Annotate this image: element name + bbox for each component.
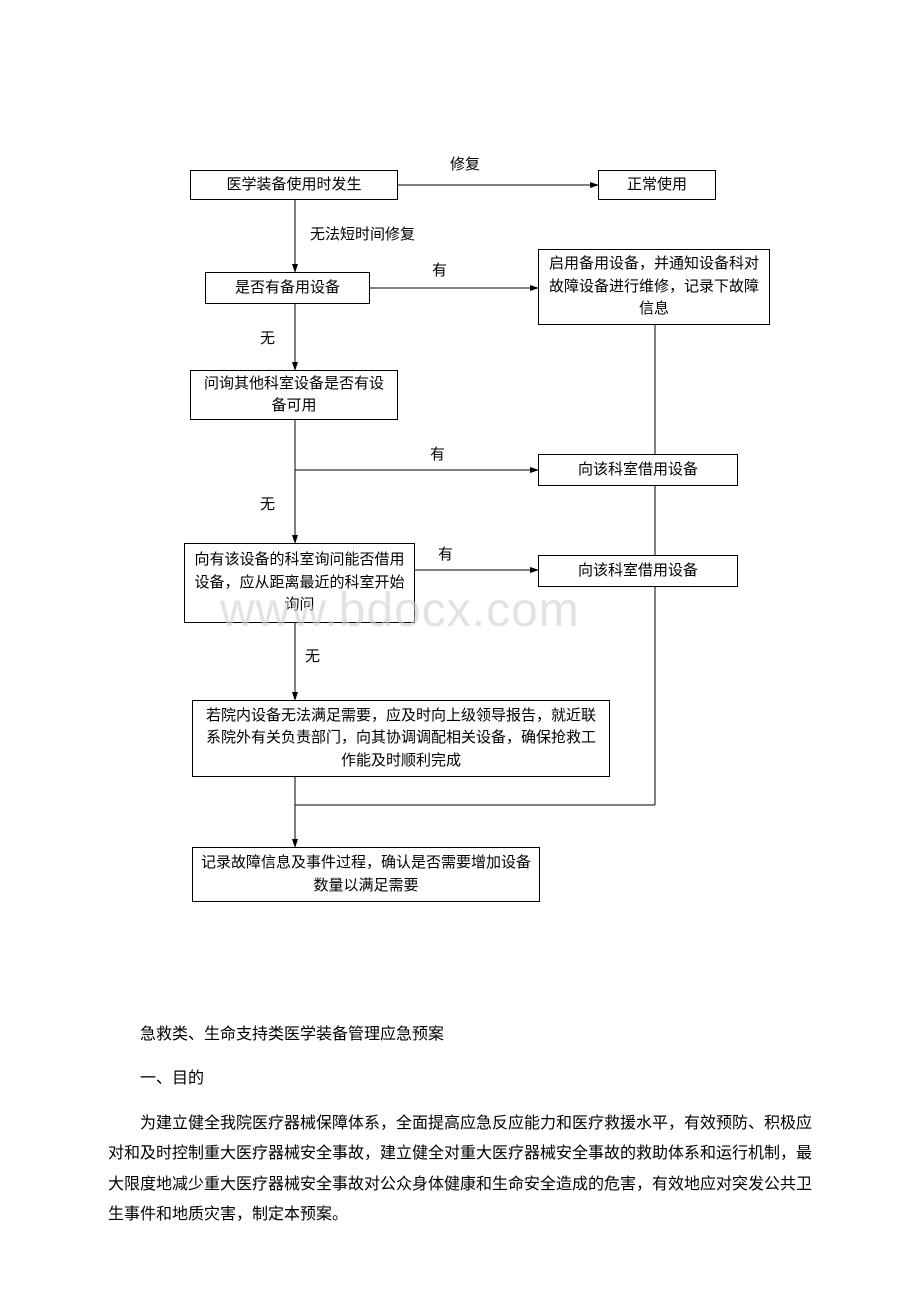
node-label: 记录故障信息及事件过程，确认是否需要增加设备数量以满足需要 (201, 852, 531, 897)
node-ask-other-dept: 问询其他科室设备是否有设备可用 (190, 370, 398, 420)
edge-label-has-2: 有 (430, 443, 445, 464)
body-paragraph: 为建立健全我院医疗器械保障体系，全面提高应急反应能力和医疗救援水平，有效预防、积… (108, 1109, 813, 1231)
body-heading-1: 急救类、生命支持类医学装备管理应急预案 (108, 1020, 813, 1050)
edge-label-has-3: 有 (438, 543, 453, 564)
node-external-help: 若院内设备无法满足需要，应及时向上级领导报告，就近联系院外有关负责部门，向其协调… (192, 700, 610, 777)
node-label: 向该科室借用设备 (578, 459, 698, 482)
edge-label-cannot-repair: 无法短时间修复 (310, 223, 415, 244)
edge-label-no-2: 无 (260, 493, 275, 514)
node-record-info: 记录故障信息及事件过程，确认是否需要增加设备数量以满足需要 (192, 847, 540, 902)
node-equipment-failure: 医学装备使用时发生 (190, 170, 398, 200)
node-normal-use: 正常使用 (598, 170, 716, 200)
node-label: 医学装备使用时发生 (226, 174, 361, 197)
node-label: 若院内设备无法满足需要，应及时向上级领导报告，就近联系院外有关负责部门，向其协调… (201, 705, 601, 773)
node-borrow-dept-1: 向该科室借用设备 (538, 454, 738, 486)
edge-label-repair: 修复 (450, 153, 480, 174)
node-has-backup: 是否有备用设备 (205, 272, 370, 304)
watermark: www.bdocx.com (220, 583, 580, 638)
node-use-backup: 启用备用设备，并通知设备科对故障设备进行维修，记录下故障信息 (538, 249, 770, 325)
node-label: 启用备用设备，并通知设备科对故障设备进行维修，记录下故障信息 (547, 253, 761, 321)
node-label: 向该科室借用设备 (578, 560, 698, 583)
edge-label-has-1: 有 (432, 259, 447, 280)
body-heading-2: 一、目的 (108, 1064, 813, 1094)
edge-label-no-3: 无 (305, 645, 320, 666)
node-label: 正常使用 (627, 174, 687, 197)
node-label: 问询其他科室设备是否有设备可用 (199, 373, 389, 418)
edge-label-no-1: 无 (260, 327, 275, 348)
flowchart-container: 医学装备使用时发生 正常使用 是否有备用设备 启用备用设备，并通知设备科对故障设… (180, 145, 800, 965)
body-text: 急救类、生命支持类医学装备管理应急预案 一、目的 为建立健全我院医疗器械保障体系… (108, 1020, 813, 1244)
node-label: 是否有备用设备 (235, 277, 340, 300)
